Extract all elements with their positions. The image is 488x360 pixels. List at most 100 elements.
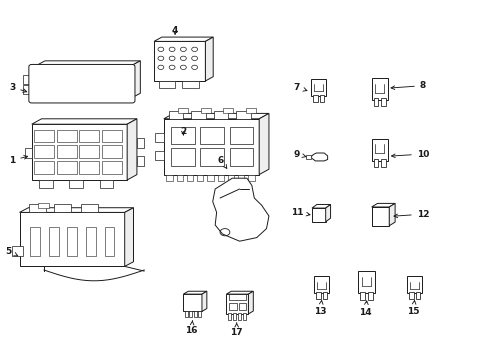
- Bar: [30, 227, 40, 256]
- Text: 17: 17: [230, 323, 243, 337]
- Bar: [197, 175, 203, 181]
- Bar: [408, 292, 413, 299]
- Bar: [371, 78, 387, 100]
- Bar: [69, 180, 83, 188]
- Polygon shape: [259, 113, 268, 175]
- Bar: [223, 108, 233, 113]
- Bar: [373, 159, 378, 167]
- Bar: [238, 303, 246, 310]
- Text: 6: 6: [218, 156, 226, 168]
- Bar: [191, 111, 205, 119]
- Polygon shape: [202, 291, 206, 311]
- Bar: [102, 145, 122, 158]
- Bar: [245, 108, 255, 113]
- Bar: [319, 95, 324, 102]
- Bar: [213, 111, 228, 119]
- Bar: [186, 175, 193, 181]
- Bar: [305, 155, 311, 159]
- Bar: [200, 148, 224, 166]
- Polygon shape: [127, 119, 137, 180]
- Polygon shape: [388, 203, 394, 226]
- Bar: [178, 108, 188, 113]
- Bar: [228, 294, 245, 300]
- Bar: [314, 276, 328, 293]
- Bar: [415, 292, 419, 299]
- Bar: [229, 127, 253, 144]
- Bar: [168, 111, 183, 119]
- Bar: [193, 311, 196, 317]
- Polygon shape: [20, 208, 133, 212]
- Bar: [154, 41, 205, 81]
- Bar: [232, 313, 236, 320]
- Bar: [54, 204, 71, 212]
- Text: 12: 12: [393, 210, 428, 219]
- Bar: [57, 145, 76, 158]
- Bar: [407, 276, 421, 293]
- Bar: [25, 148, 32, 158]
- Bar: [38, 203, 49, 208]
- Polygon shape: [163, 113, 268, 119]
- Bar: [360, 292, 365, 300]
- Bar: [217, 175, 224, 181]
- Text: 11: 11: [290, 208, 309, 217]
- Bar: [237, 313, 241, 320]
- Bar: [207, 175, 213, 181]
- Bar: [380, 98, 385, 106]
- Bar: [371, 139, 387, 161]
- Bar: [371, 207, 388, 226]
- Bar: [182, 81, 198, 88]
- Polygon shape: [248, 291, 253, 314]
- Bar: [228, 303, 236, 310]
- Polygon shape: [212, 178, 268, 241]
- Bar: [20, 212, 124, 266]
- FancyBboxPatch shape: [29, 64, 135, 103]
- Bar: [137, 138, 143, 148]
- Bar: [81, 77, 86, 90]
- Bar: [311, 79, 325, 96]
- Bar: [23, 75, 32, 84]
- Polygon shape: [34, 61, 140, 67]
- Text: 16: 16: [185, 320, 198, 335]
- Bar: [155, 151, 163, 160]
- Bar: [57, 161, 76, 174]
- Polygon shape: [183, 291, 206, 294]
- Bar: [155, 133, 163, 142]
- Polygon shape: [154, 37, 213, 41]
- Text: 13: 13: [313, 301, 326, 316]
- Bar: [176, 175, 183, 181]
- Bar: [137, 156, 143, 166]
- Text: 4: 4: [171, 26, 178, 35]
- Bar: [104, 227, 114, 256]
- Bar: [189, 311, 192, 317]
- Bar: [236, 111, 250, 119]
- Bar: [316, 292, 320, 299]
- Bar: [200, 127, 224, 144]
- Text: 7: 7: [293, 83, 306, 91]
- Bar: [102, 130, 122, 142]
- Bar: [171, 127, 194, 144]
- Bar: [39, 180, 53, 188]
- Bar: [313, 95, 317, 102]
- Bar: [79, 130, 99, 142]
- Bar: [159, 81, 175, 88]
- Text: 1: 1: [9, 156, 27, 165]
- Bar: [311, 208, 325, 222]
- Bar: [166, 175, 172, 181]
- Bar: [86, 227, 96, 256]
- Bar: [57, 130, 76, 142]
- Polygon shape: [124, 208, 133, 266]
- Bar: [227, 175, 234, 181]
- Bar: [184, 311, 187, 317]
- Polygon shape: [325, 204, 330, 222]
- Text: 3: 3: [9, 83, 27, 93]
- Polygon shape: [371, 203, 394, 207]
- Text: 5: 5: [6, 247, 18, 256]
- Bar: [358, 271, 374, 293]
- Bar: [322, 292, 326, 299]
- Bar: [201, 108, 210, 113]
- Bar: [198, 311, 201, 317]
- Bar: [100, 180, 113, 188]
- Bar: [34, 130, 54, 142]
- Polygon shape: [226, 291, 253, 294]
- Bar: [242, 313, 245, 320]
